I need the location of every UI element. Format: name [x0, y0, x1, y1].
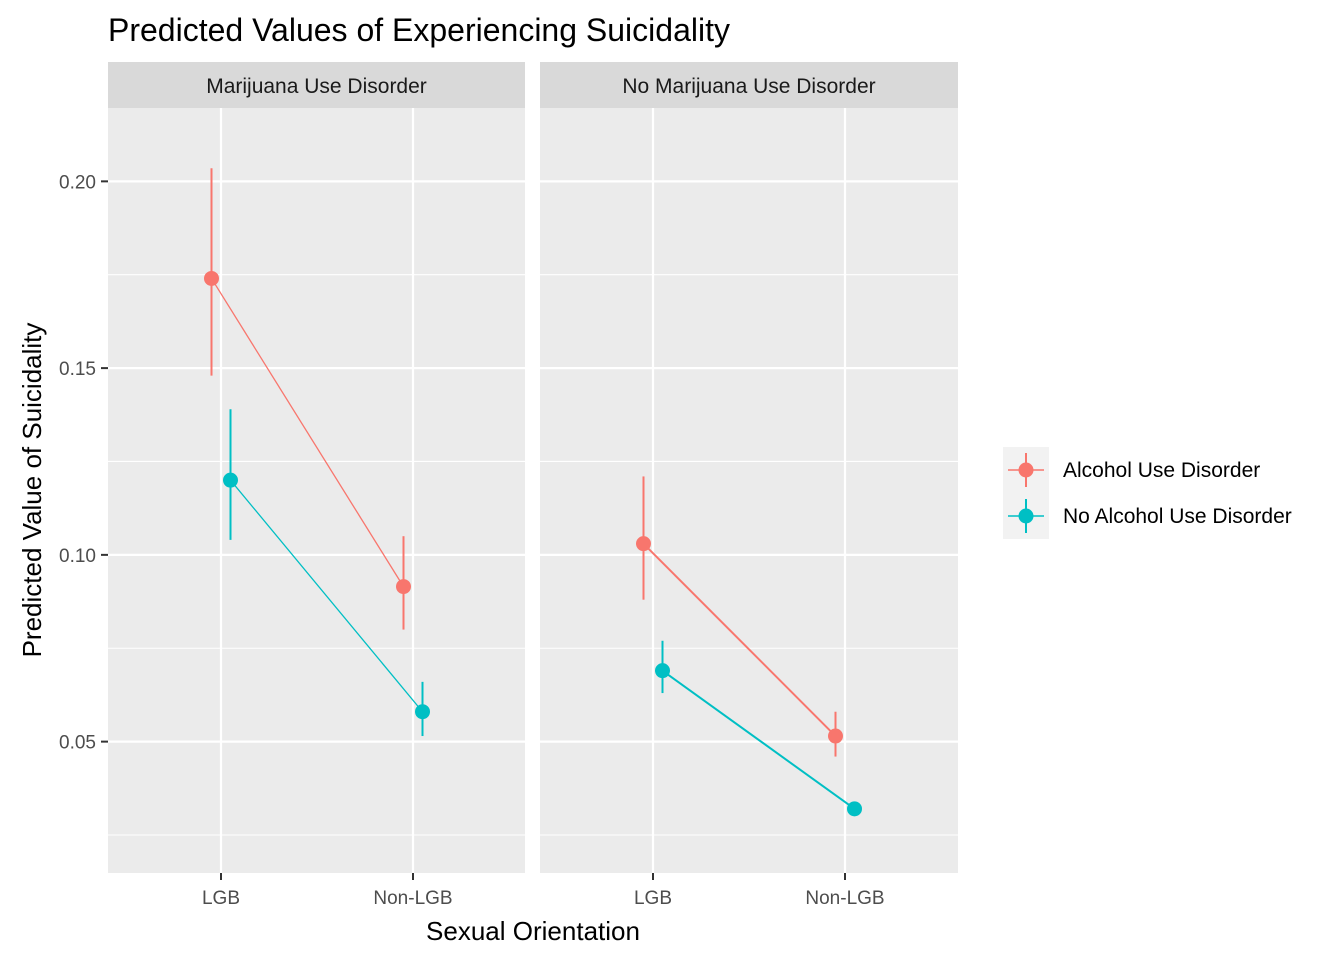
data-point: [828, 728, 843, 744]
x-tick-label: Non-LGB: [373, 888, 452, 909]
y-tick-label: 0.20: [59, 172, 96, 193]
x-axis-title: Sexual Orientation: [426, 916, 640, 946]
series-no-alcohol-use-disorder: [223, 409, 430, 737]
y-axis-title: Predicted Value of Suicidality: [17, 323, 47, 658]
facet-strip-label: No Marijuana Use Disorder: [622, 75, 875, 98]
data-point: [636, 536, 651, 552]
facet-panels: Marijuana Use Disorder No Marijuana Use D…: [108, 62, 958, 873]
facet-strip-label: Marijuana Use Disorder: [206, 75, 427, 98]
chart-title: Predicted Values of Experiencing Suicida…: [108, 12, 730, 48]
legend-item-no-alcohol-use-disorder: No Alcohol Use Disorder: [1003, 493, 1292, 539]
legend-key-point: [1018, 508, 1034, 524]
series-line: [661, 669, 856, 810]
series-line: [229, 479, 424, 713]
series-line: [210, 278, 405, 587]
series-line: [642, 542, 837, 737]
legend-label: Alcohol Use Disorder: [1063, 459, 1260, 482]
series-alcohol-use-disorder: [636, 476, 843, 757]
data-point: [396, 579, 411, 595]
y-axis: 0.05 0.10 0.15 0.20: [59, 172, 108, 754]
panel-background: [108, 108, 525, 873]
legend-key-point: [1018, 462, 1034, 478]
x-axis: LGB Non-LGB LGB Non-LGB: [202, 873, 885, 909]
facet-strip: [540, 62, 958, 108]
data-point: [415, 704, 430, 720]
x-tick-label: LGB: [634, 888, 672, 909]
y-tick-label: 0.15: [59, 359, 96, 380]
y-tick-label: 0.05: [59, 733, 96, 754]
x-tick-label: Non-LGB: [805, 888, 884, 909]
legend: Alcohol Use Disorder No Alcohol Use Disor…: [1003, 447, 1292, 539]
data-point: [204, 270, 219, 286]
data-point: [223, 472, 238, 488]
facet-strip: [108, 62, 525, 108]
facet-panel-1: Marijuana Use Disorder: [108, 62, 525, 873]
legend-label: No Alcohol Use Disorder: [1063, 505, 1292, 528]
series-alcohol-use-disorder: [204, 168, 411, 630]
facet-panel-2: No Marijuana Use Disorder: [540, 62, 958, 873]
series-no-alcohol-use-disorder: [655, 640, 862, 817]
y-tick-label: 0.10: [59, 546, 96, 567]
legend-item-alcohol-use-disorder: Alcohol Use Disorder: [1003, 447, 1260, 493]
panel-background: [540, 108, 958, 873]
x-tick-label: LGB: [202, 888, 240, 909]
data-point: [847, 801, 862, 817]
data-point: [655, 663, 670, 679]
